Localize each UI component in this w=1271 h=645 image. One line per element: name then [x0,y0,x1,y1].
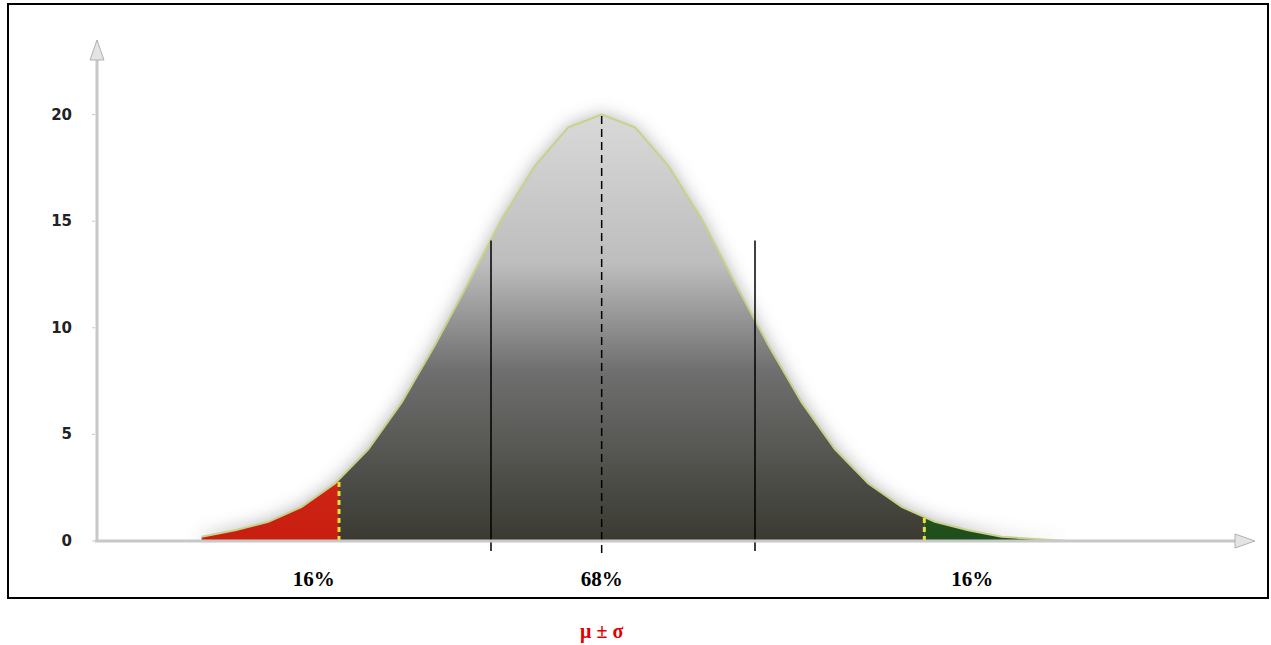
annotation: 16% [951,567,993,591]
annotation: 68% [581,567,623,591]
plot-area [202,115,1069,541]
y-tick [92,327,95,328]
y-tick-label: 20 [51,106,72,124]
x-axis [95,540,1245,543]
y-arrow [90,40,104,60]
tail-line [923,517,926,541]
y-tick-label: 0 [62,532,72,550]
center-fill [339,115,924,541]
right-tail-fill [924,115,1068,541]
y-tick-label: 5 [62,425,72,443]
glow [202,115,1069,541]
y-axis [96,50,99,541]
y-tick-label: 10 [51,319,72,337]
frame [8,4,1268,598]
y-tick [92,434,95,435]
mean-line [601,115,603,553]
x-arrow [1235,534,1255,548]
y-tick [92,221,95,222]
chart: 0 5 10 15 20 16% 68% 16% μ ± σ [0,0,1271,645]
y-tick [92,114,95,115]
caption: μ ± σ [580,620,623,643]
annotation: 16% [293,567,335,591]
y-tick [92,541,95,542]
sd-line [754,240,756,551]
sd-line [490,240,492,551]
y-tick-label: 15 [51,212,72,230]
tail-line [338,479,341,541]
curve [202,115,1069,541]
left-tail-fill [202,115,339,541]
